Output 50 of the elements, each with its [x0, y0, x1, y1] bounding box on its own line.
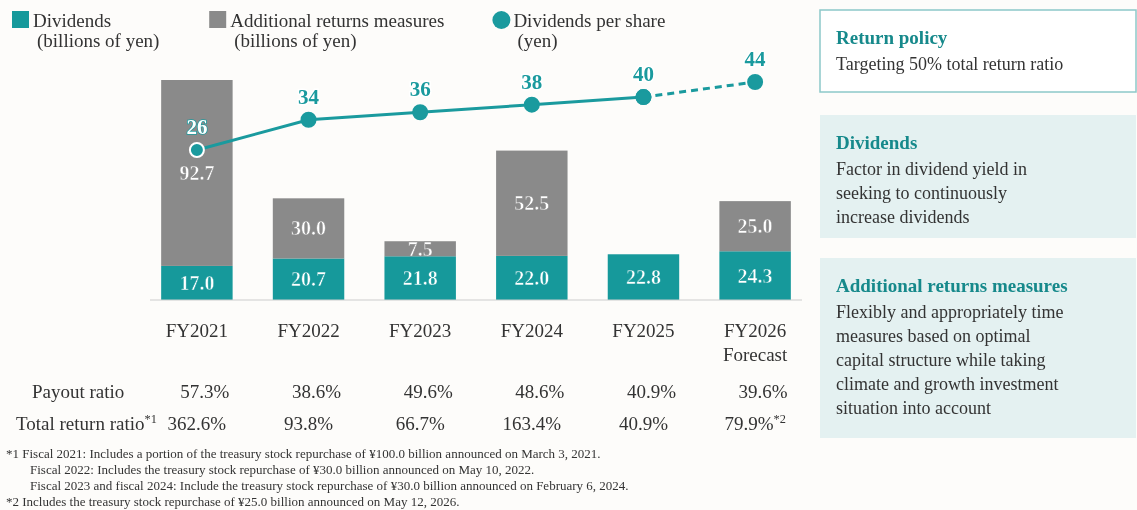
text: Return policy — [836, 27, 948, 48]
text: 163.4% — [502, 413, 562, 434]
data-label: 26 — [186, 115, 208, 139]
text: 79.9%$^{*2}$ — [724, 412, 786, 434]
legend-label: Additional returns measures (billions of yen) — [230, 10, 445, 52]
data-label: 22.8 — [625, 266, 661, 289]
text: Factor in dividend yield in seeking to continuously increase dividends — [836, 159, 1027, 227]
data-label: 52.5 — [514, 192, 550, 215]
data-label: 36 — [409, 77, 431, 102]
text: Fiscal 2023 and fiscal 2024: Include the treasury stock repurchase of ¥30.0 billion announced on February 6, 2024. — [30, 478, 629, 493]
data-label: 40 — [632, 62, 654, 87]
text: Flexibly and appropriately time measures based on optimal capital structure while taking climate and growth investment situation into account — [836, 302, 1064, 418]
text: 40.9% — [626, 381, 677, 402]
text: Total return ratio$^{*1}$ — [16, 412, 157, 434]
text: 93.8% — [284, 413, 334, 434]
text: 38.6% — [292, 381, 342, 402]
data-label: 30.0 — [291, 217, 327, 240]
data-label: 24.3 — [737, 264, 773, 287]
x-tick-label: FY2026 Forecast — [722, 320, 789, 365]
data-label: 25.0 — [737, 215, 773, 238]
data-label: 44 — [744, 47, 767, 71]
x-tick-label: FY2025 — [612, 320, 675, 341]
data-label: 7.5 — [407, 237, 433, 260]
data-label: 22.0 — [514, 266, 550, 289]
text: 66.7% — [395, 413, 445, 434]
text: Targeting 50% total return ratio — [836, 54, 1064, 74]
legend-label: Dividends per share (yen) — [513, 10, 666, 52]
x-tick-label: FY2024 — [500, 320, 564, 341]
text: 362.6% — [167, 413, 227, 434]
text: Dividends — [836, 132, 918, 153]
data-label: 17.0 — [179, 271, 215, 294]
data-label: 38 — [521, 69, 543, 94]
data-label: 20.7 — [291, 268, 327, 291]
text: Payout ratio — [32, 381, 125, 402]
text: Fiscal 2022: Includes the treasury stock repurchase of ¥30.0 billion announced on May 10, 2022. — [30, 462, 535, 477]
text: 39.6% — [738, 381, 788, 402]
x-tick-label: FY2021 — [165, 320, 229, 341]
text: Additional returns measures — [836, 275, 1068, 296]
data-label: 34 — [298, 84, 320, 109]
x-tick-label: FY2022 — [277, 320, 340, 341]
data-label: 92.7 — [179, 161, 215, 184]
x-tick-label: FY2023 — [389, 320, 452, 341]
text: *1 Fiscal 2021: Includes a portion of the treasury stock repurchase of ¥100.0 billion announced on March 3, 2021. — [6, 446, 601, 461]
text: 40.9% — [618, 413, 669, 434]
text: *2 Includes the treasury stock repurchase of ¥25.0 billion announced on May 12, 2026. — [6, 494, 460, 509]
text: 49.6% — [403, 381, 453, 402]
data-label: 21.8 — [402, 267, 438, 290]
text: 57.3% — [180, 381, 230, 402]
text: 48.6% — [515, 381, 565, 402]
legend-label: Dividends (billions of yen) — [33, 10, 160, 52]
